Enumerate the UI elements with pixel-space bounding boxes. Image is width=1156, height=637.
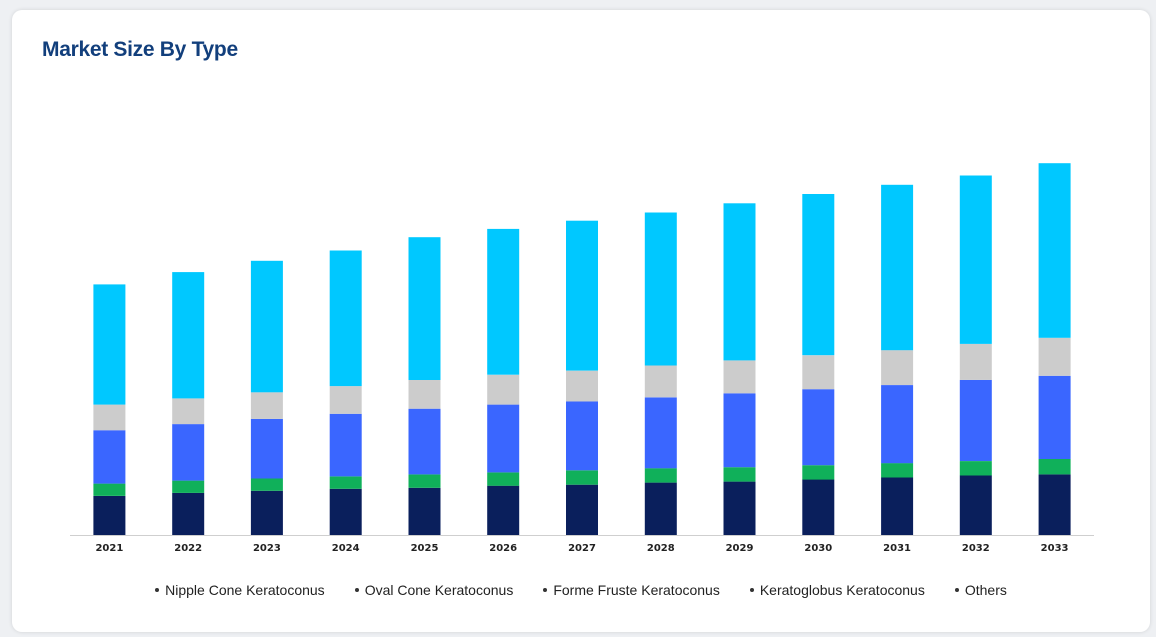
chart-legend: Nipple Cone Keratoconus Oval Cone Keratoc… bbox=[12, 582, 1150, 598]
bar-segment-2024-1 bbox=[329, 476, 362, 489]
legend-label: Forme Fruste Keratoconus bbox=[553, 582, 720, 598]
legend-item: Nipple Cone Keratoconus bbox=[155, 582, 325, 598]
stacked-bar-chart: 2021 2022 2023 2024 2025 2026 2027 2028 2029 2030… bbox=[70, 163, 1094, 554]
x-tick-label: 2027 bbox=[568, 543, 596, 554]
x-tick-labels: 2021 2022 2023 2024 2025 2026 2027 2028 2029 2030… bbox=[95, 543, 1068, 554]
bar-segment-2029-0 bbox=[723, 481, 756, 535]
legend-label: Oval Cone Keratoconus bbox=[364, 582, 514, 598]
bar-segment-2027-1 bbox=[566, 470, 598, 485]
bar-segment-2030-2 bbox=[802, 389, 835, 466]
bar-segment-2033-3 bbox=[1038, 337, 1071, 376]
bar-segment-2029-4 bbox=[723, 203, 756, 361]
bar-segment-2028-0 bbox=[644, 482, 677, 535]
bar-segment-2029-1 bbox=[723, 467, 756, 482]
legend-label: Others bbox=[964, 582, 1007, 598]
bar-segment-2027-4 bbox=[566, 220, 598, 371]
bar-segment-2027-0 bbox=[566, 484, 598, 535]
bar-segment-2033-1 bbox=[1038, 459, 1071, 475]
x-tick-label: 2024 bbox=[332, 543, 360, 554]
chart-title: Market Size By Type bbox=[42, 38, 238, 61]
legend-item: Others bbox=[954, 582, 1007, 598]
legend-bullet-icon bbox=[954, 588, 959, 592]
bar-segment-2033-4 bbox=[1038, 163, 1071, 338]
bar-segment-2024-4 bbox=[329, 250, 362, 387]
bar-segment-2026-4 bbox=[487, 228, 520, 375]
legend-bullet-icon bbox=[155, 588, 160, 592]
bar-segment-2025-0 bbox=[408, 487, 441, 535]
x-tick-label: 2033 bbox=[1041, 543, 1069, 554]
legend-bullet-icon bbox=[749, 588, 754, 592]
bar-segment-2023-1 bbox=[250, 478, 283, 491]
x-tick-label: 2022 bbox=[174, 543, 202, 554]
bar-segment-2033-2 bbox=[1038, 375, 1071, 459]
x-tick-label: 2031 bbox=[883, 543, 911, 554]
bar-segment-2031-0 bbox=[881, 477, 914, 535]
bar-segment-2021-4 bbox=[93, 284, 126, 405]
bar-segment-2026-3 bbox=[487, 374, 520, 405]
legend-item: Forme Fruste Keratoconus bbox=[543, 582, 720, 598]
bar-segment-2022-1 bbox=[172, 480, 205, 493]
bar-segment-2024-3 bbox=[329, 386, 362, 414]
legend-label: Keratoglobus Keratoconus bbox=[759, 582, 925, 598]
bar-segment-2023-4 bbox=[250, 260, 283, 393]
bar-segment-2024-2 bbox=[329, 413, 362, 477]
x-tick-label: 2021 bbox=[95, 543, 123, 554]
bar-segment-2027-3 bbox=[566, 370, 598, 402]
bar-segment-2021-3 bbox=[93, 404, 126, 431]
bars-group bbox=[93, 163, 1071, 535]
bar-segment-2026-1 bbox=[487, 472, 520, 486]
bar-segment-2028-1 bbox=[644, 468, 677, 483]
bar-segment-2029-3 bbox=[723, 360, 756, 394]
x-tick-label: 2025 bbox=[411, 543, 439, 554]
bar-segment-2030-3 bbox=[802, 355, 835, 390]
bar-segment-2028-3 bbox=[644, 365, 677, 398]
bar-segment-2026-2 bbox=[487, 404, 520, 473]
bar-segment-2025-2 bbox=[408, 408, 441, 475]
bar-segment-2025-4 bbox=[408, 237, 441, 380]
bar-segment-2021-0 bbox=[93, 496, 126, 535]
bar-segment-2030-1 bbox=[802, 465, 835, 480]
bar-segment-2022-4 bbox=[172, 272, 205, 399]
bar-segment-2031-3 bbox=[881, 350, 914, 385]
x-tick-label: 2029 bbox=[726, 543, 754, 554]
bar-segment-2031-2 bbox=[881, 385, 914, 464]
legend-item: Keratoglobus Keratoconus bbox=[749, 582, 925, 598]
bar-segment-2033-0 bbox=[1038, 474, 1071, 535]
x-tick-label: 2028 bbox=[647, 543, 675, 554]
bar-segment-2031-1 bbox=[881, 463, 914, 478]
legend-label: Nipple Cone Keratoconus bbox=[165, 582, 325, 598]
bar-segment-2032-1 bbox=[959, 461, 992, 476]
bar-segment-2032-0 bbox=[959, 475, 992, 535]
bar-segment-2021-1 bbox=[93, 483, 126, 496]
bar-segment-2032-3 bbox=[959, 344, 992, 380]
bar-segment-2023-3 bbox=[250, 392, 283, 419]
x-tick-label: 2030 bbox=[804, 543, 832, 554]
chart-card: Market Size By Type 2021 2022 2023 2024 2025… bbox=[12, 10, 1150, 632]
bar-segment-2025-1 bbox=[408, 474, 441, 488]
bar-segment-2021-2 bbox=[93, 430, 126, 484]
bar-segment-2029-2 bbox=[723, 393, 756, 468]
x-tick-label: 2026 bbox=[489, 543, 517, 554]
bar-segment-2027-2 bbox=[566, 401, 598, 471]
bar-segment-2023-0 bbox=[250, 490, 283, 535]
legend-bullet-icon bbox=[354, 588, 359, 592]
bar-segment-2022-0 bbox=[172, 492, 205, 535]
legend-bullet-icon bbox=[543, 588, 548, 592]
bar-segment-2022-2 bbox=[172, 424, 205, 481]
bar-segment-2030-4 bbox=[802, 194, 835, 356]
bar-segment-2022-3 bbox=[172, 398, 205, 425]
bar-segment-2030-0 bbox=[802, 479, 835, 535]
bar-segment-2023-2 bbox=[250, 418, 283, 479]
bar-segment-2025-3 bbox=[408, 379, 441, 409]
bar-segment-2026-0 bbox=[487, 485, 520, 535]
bar-segment-2028-2 bbox=[644, 397, 677, 469]
bar-segment-2031-4 bbox=[881, 184, 914, 351]
bar-segment-2028-4 bbox=[644, 212, 677, 366]
bar-segment-2024-0 bbox=[329, 488, 362, 535]
bar-segment-2032-2 bbox=[959, 379, 992, 461]
x-tick-label: 2032 bbox=[962, 543, 990, 554]
x-tick-label: 2023 bbox=[253, 543, 281, 554]
bar-segment-2032-4 bbox=[959, 175, 992, 344]
legend-item: Oval Cone Keratoconus bbox=[354, 582, 514, 598]
